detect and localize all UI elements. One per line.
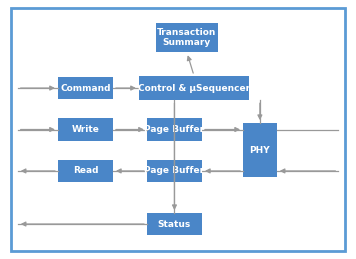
Text: PHY: PHY bbox=[250, 146, 270, 155]
Text: Write: Write bbox=[72, 125, 99, 134]
FancyBboxPatch shape bbox=[147, 160, 202, 182]
Text: Read: Read bbox=[73, 167, 98, 175]
Text: Command: Command bbox=[60, 84, 111, 92]
FancyBboxPatch shape bbox=[156, 23, 218, 52]
Text: Status: Status bbox=[158, 220, 191, 228]
FancyBboxPatch shape bbox=[58, 160, 113, 182]
Text: Control & μSequencer: Control & μSequencer bbox=[138, 84, 250, 92]
Text: Transaction
Summary: Transaction Summary bbox=[157, 28, 216, 47]
FancyBboxPatch shape bbox=[139, 76, 249, 100]
FancyBboxPatch shape bbox=[58, 77, 113, 99]
Text: Page Buffer: Page Buffer bbox=[145, 167, 204, 175]
FancyBboxPatch shape bbox=[58, 119, 113, 140]
FancyBboxPatch shape bbox=[147, 213, 202, 235]
Text: Page Buffer: Page Buffer bbox=[145, 125, 204, 134]
FancyBboxPatch shape bbox=[243, 123, 277, 177]
FancyBboxPatch shape bbox=[147, 119, 202, 140]
